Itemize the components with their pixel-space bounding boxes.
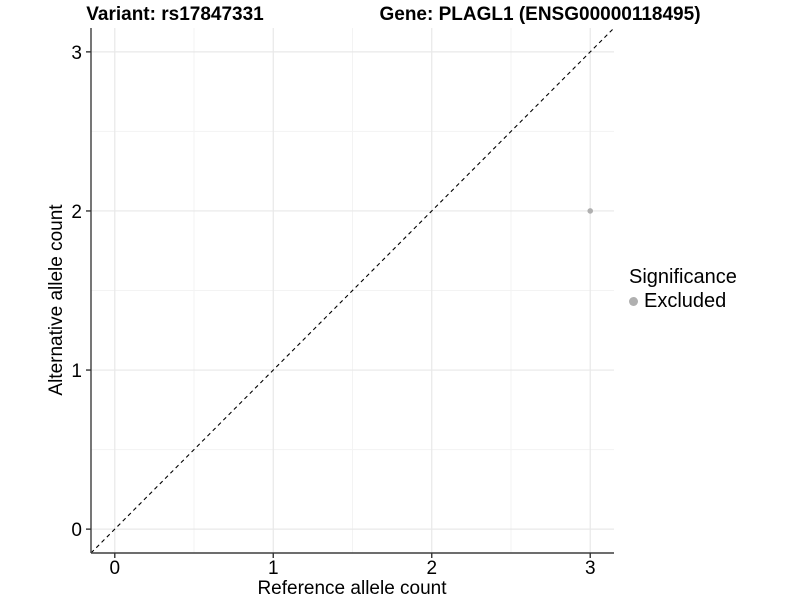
identity-line-segment — [90, 27, 615, 554]
legend-item-excluded: Excluded — [629, 290, 737, 312]
tick-labels: 0 1 2 3 0 1 2 3 — [71, 43, 595, 579]
legend-item-label: Excluded — [644, 290, 727, 312]
y-tick-label: 2 — [71, 202, 82, 223]
variant-title: Variant: rs17847331 — [86, 4, 264, 25]
y-tick-label: 0 — [71, 520, 82, 541]
data-points — [587, 208, 594, 214]
tick-marks — [86, 51, 591, 558]
gene-title: Gene: PLAGL1 (ENSG00000118495) — [379, 4, 701, 25]
legend-point-swatch — [629, 296, 638, 306]
x-tick-label: 2 — [426, 558, 437, 579]
y-tick-label: 3 — [71, 43, 82, 64]
legend-title: Significance — [629, 266, 737, 288]
axis-lines — [90, 28, 614, 554]
data-point — [587, 208, 594, 214]
identity-line — [90, 27, 615, 554]
x-tick-label: 3 — [585, 558, 596, 579]
y-tick-label: 1 — [71, 361, 82, 382]
x-axis-title: Reference allele count — [257, 578, 447, 599]
y-axis-title: Alternative allele count — [46, 204, 67, 396]
x-tick-label: 1 — [268, 558, 279, 579]
x-tick-label: 0 — [109, 558, 120, 579]
major-gridlines — [91, 28, 614, 553]
legend: Significance Excluded — [629, 266, 737, 312]
